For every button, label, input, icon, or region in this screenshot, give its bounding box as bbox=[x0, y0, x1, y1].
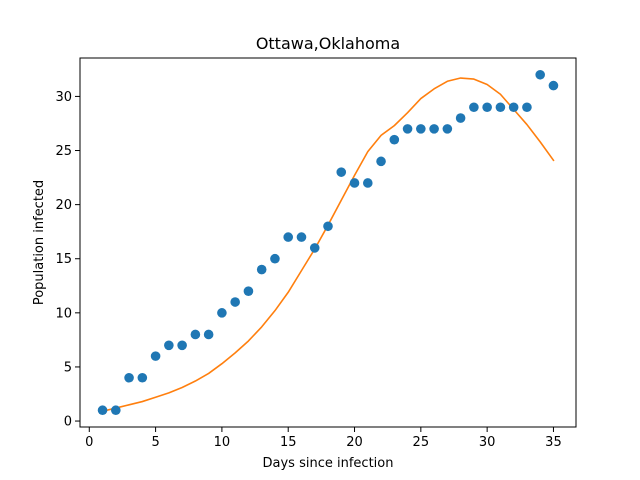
scatter-point bbox=[164, 340, 174, 351]
scatter-point bbox=[416, 124, 426, 134]
x-tick-label: 35 bbox=[545, 435, 562, 450]
scatter-point bbox=[376, 156, 386, 167]
x-tick-label: 20 bbox=[346, 435, 363, 450]
y-axis-label: Population infected bbox=[32, 180, 47, 305]
scatter-point bbox=[455, 113, 466, 123]
scatter-point bbox=[124, 372, 134, 383]
scatter-point bbox=[336, 167, 347, 177]
scatter-point bbox=[429, 124, 439, 134]
y-tick-label: 5 bbox=[64, 360, 72, 375]
scatter-point bbox=[362, 178, 373, 188]
x-tick-label: 15 bbox=[280, 435, 297, 450]
x-tick-label: 25 bbox=[413, 435, 430, 450]
scatter-point bbox=[442, 124, 453, 134]
x-axis-label: Days since infection bbox=[263, 456, 394, 471]
scatter-point bbox=[402, 124, 413, 134]
y-tick-label: 25 bbox=[55, 144, 72, 159]
scatter-point bbox=[535, 69, 545, 80]
x-tick-label: 5 bbox=[151, 435, 159, 450]
x-tick-label: 30 bbox=[479, 435, 496, 450]
scatter-point bbox=[137, 372, 148, 383]
scatter-point bbox=[111, 405, 121, 416]
scatter-point bbox=[296, 232, 307, 242]
scatter-point bbox=[217, 308, 227, 318]
scatter-point bbox=[482, 102, 492, 113]
scatter-point bbox=[177, 340, 187, 351]
scatter-point bbox=[323, 221, 333, 232]
scatter-point bbox=[270, 253, 280, 264]
y-tick-label: 10 bbox=[55, 306, 72, 321]
scatter-point bbox=[150, 351, 161, 361]
scatter-point bbox=[256, 264, 267, 275]
scatter-point bbox=[190, 329, 201, 340]
y-tick-label: 0 bbox=[64, 415, 72, 430]
scatter-point bbox=[230, 297, 240, 307]
scatter-point bbox=[508, 102, 519, 113]
scatter-point bbox=[469, 102, 479, 113]
scatter-point bbox=[97, 405, 108, 416]
x-tick-label: 10 bbox=[214, 435, 231, 450]
plot-layer bbox=[97, 69, 559, 416]
scatter-point bbox=[309, 243, 320, 253]
scatter-point bbox=[349, 178, 360, 188]
scatter-point bbox=[203, 329, 214, 340]
scatter-point bbox=[495, 102, 506, 113]
scatter-point bbox=[283, 232, 294, 242]
scatter-point bbox=[522, 102, 532, 113]
scatter-point bbox=[389, 134, 400, 145]
scatter-point bbox=[548, 80, 559, 91]
y-tick-label: 20 bbox=[55, 198, 72, 213]
scatter-point bbox=[243, 286, 254, 297]
y-tick-label: 15 bbox=[55, 252, 72, 267]
y-tick-label: 30 bbox=[55, 90, 72, 105]
axes-frame bbox=[79, 57, 577, 428]
ticks-layer: 0 5 10 15 20 25 30 35 0 5 10 15 20 25 30 bbox=[55, 90, 561, 450]
x-tick-label: 0 bbox=[85, 435, 93, 450]
chart-title: Ottawa,Oklahoma bbox=[256, 34, 400, 53]
